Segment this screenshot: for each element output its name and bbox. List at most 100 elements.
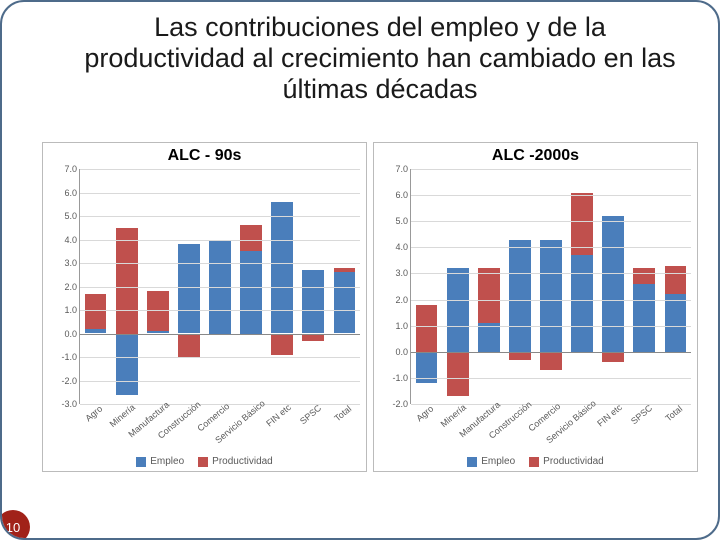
chart-left-plot-area: -3.0-2.0-1.00.01.02.03.04.05.06.07.0 <box>49 169 360 404</box>
chart-left-y-axis: -3.0-2.0-1.00.01.02.03.04.05.06.07.0 <box>49 169 79 404</box>
bar-seg-productividad <box>633 268 655 284</box>
x-label: SPSC <box>298 404 329 454</box>
bar-seg-productividad <box>447 352 469 396</box>
bar-seg-productividad <box>178 334 200 358</box>
chart-left-x-labels: AgroMineríaManufacturaConstrucciónComerc… <box>79 404 360 454</box>
grid-line <box>411 300 691 301</box>
y-tick: 6.0 <box>395 190 408 200</box>
bar-seg-productividad <box>240 225 262 251</box>
chart-right: ALC -2000s -2.0-1.00.01.02.03.04.05.06.0… <box>373 142 698 472</box>
bar-seg-empleo <box>540 240 562 352</box>
y-tick: -3.0 <box>61 399 77 409</box>
page-number-text: 10 <box>6 520 20 535</box>
chart-right-x-labels: AgroMineríaManufacturaConstrucciónComerc… <box>410 404 691 454</box>
legend-label: Productividad <box>212 456 273 467</box>
y-tick: 1.0 <box>395 321 408 331</box>
chart-left: ALC - 90s -3.0-2.0-1.00.01.02.03.04.05.0… <box>42 142 367 472</box>
y-tick: 6.0 <box>64 188 77 198</box>
legend-swatch <box>529 457 539 467</box>
grid-line <box>80 169 360 170</box>
bar-seg-productividad <box>147 291 169 331</box>
grid-line <box>80 310 360 311</box>
grid-line <box>411 273 691 274</box>
y-tick: 0.0 <box>395 347 408 357</box>
legend-swatch <box>198 457 208 467</box>
bar-seg-empleo <box>447 268 469 352</box>
y-tick: 7.0 <box>64 164 77 174</box>
y-tick: 3.0 <box>64 258 77 268</box>
bar-seg-empleo <box>571 255 593 352</box>
slide-title: Las contribuciones del empleo y de la pr… <box>72 12 688 105</box>
bar-slot <box>567 169 598 404</box>
y-tick: 5.0 <box>64 211 77 221</box>
legend-item-empleo: Empleo <box>136 456 184 467</box>
grid-line <box>411 378 691 379</box>
chart-left-legend: Empleo Productividad <box>49 454 360 469</box>
bar-seg-productividad <box>302 334 324 341</box>
bar-slot <box>442 169 473 404</box>
bar-seg-empleo <box>602 216 624 352</box>
slide-frame: Las contribuciones del empleo y de la pr… <box>0 0 720 540</box>
bar-seg-empleo <box>271 202 293 334</box>
bar-seg-productividad <box>665 266 687 295</box>
charts-container: ALC - 90s -3.0-2.0-1.00.01.02.03.04.05.0… <box>42 142 698 472</box>
bar-seg-productividad <box>85 294 107 329</box>
grid-line <box>411 247 691 248</box>
grid-line <box>80 287 360 288</box>
x-label: Total <box>660 404 691 454</box>
grid-line <box>411 195 691 196</box>
bar-seg-productividad <box>116 228 138 334</box>
bar-seg-productividad <box>334 268 356 273</box>
bar-slot <box>504 169 535 404</box>
x-label: SPSC <box>629 404 660 454</box>
bar-seg-productividad <box>571 193 593 256</box>
chart-right-bars <box>411 169 691 404</box>
legend-swatch <box>136 457 146 467</box>
bar-slot <box>473 169 504 404</box>
bar-slot <box>411 169 442 404</box>
x-label: Agro <box>410 404 441 454</box>
bar-seg-empleo <box>509 240 531 352</box>
y-tick: 2.0 <box>395 295 408 305</box>
y-tick: -1.0 <box>392 373 408 383</box>
bar-seg-productividad <box>416 305 438 352</box>
bar-seg-productividad <box>271 334 293 355</box>
bar-seg-productividad <box>509 352 531 360</box>
legend-item-empleo: Empleo <box>467 456 515 467</box>
y-tick: 3.0 <box>395 268 408 278</box>
bar-seg-productividad <box>602 352 624 362</box>
bar-seg-empleo <box>334 272 356 333</box>
grid-line <box>411 221 691 222</box>
page-number-badge: 10 <box>0 510 30 540</box>
bar-seg-empleo <box>633 284 655 352</box>
grid-line <box>80 381 360 382</box>
bar-seg-empleo <box>665 294 687 351</box>
y-tick: 4.0 <box>64 235 77 245</box>
y-tick: 4.0 <box>395 242 408 252</box>
grid-line <box>80 263 360 264</box>
y-tick: 7.0 <box>395 164 408 174</box>
x-label: Servicio Básico <box>566 404 597 454</box>
y-tick: 0.0 <box>64 329 77 339</box>
bar-slot <box>660 169 691 404</box>
bar-slot <box>629 169 660 404</box>
legend-label: Empleo <box>150 456 184 467</box>
legend-label: Empleo <box>481 456 515 467</box>
chart-left-title: ALC - 90s <box>49 147 360 165</box>
grid-line <box>80 216 360 217</box>
chart-right-plot-area: -2.0-1.00.01.02.03.04.05.06.07.0 <box>380 169 691 404</box>
y-tick: 2.0 <box>64 282 77 292</box>
chart-right-y-axis: -2.0-1.00.01.02.03.04.05.06.07.0 <box>380 169 410 404</box>
grid-line <box>80 357 360 358</box>
y-tick: -1.0 <box>61 352 77 362</box>
grid-line <box>411 169 691 170</box>
bar-slot <box>598 169 629 404</box>
legend-swatch <box>467 457 477 467</box>
legend-item-productividad: Productividad <box>198 456 273 467</box>
legend-label: Productividad <box>543 456 604 467</box>
chart-right-plot <box>410 169 691 404</box>
y-tick: 1.0 <box>64 305 77 315</box>
bar-seg-empleo <box>116 334 138 395</box>
x-label: Servicio Básico <box>235 404 266 454</box>
bar-seg-empleo <box>178 244 200 333</box>
